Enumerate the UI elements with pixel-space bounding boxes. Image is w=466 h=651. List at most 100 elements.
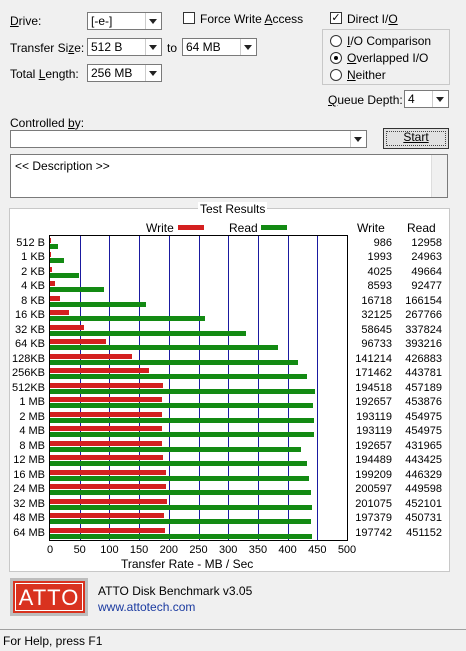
write-column-header: Write xyxy=(357,221,385,235)
read-value: 166154 xyxy=(405,294,442,307)
x-tick-label: 150 xyxy=(129,544,149,556)
write-value: 96733 xyxy=(361,338,392,351)
y-tick-label: 1 MB xyxy=(19,396,45,409)
x-tick-label: 200 xyxy=(159,544,178,556)
drive-select[interactable]: [-e-] xyxy=(87,12,162,30)
queue-depth-select[interactable]: 4 xyxy=(404,90,449,108)
write-value: 8593 xyxy=(367,280,392,293)
read-column-header: Read xyxy=(407,221,436,235)
read-bar xyxy=(50,446,301,452)
chevron-down-icon[interactable] xyxy=(145,39,161,55)
read-bar xyxy=(50,388,316,394)
read-bar xyxy=(50,301,147,307)
total-length-label: Total Length: xyxy=(10,67,79,81)
atto-logo-text: ATTO xyxy=(18,585,80,610)
read-value: 12958 xyxy=(411,237,442,249)
write-bar xyxy=(50,382,163,388)
x-tick-label: 100 xyxy=(100,544,119,556)
transfer-size-to-select[interactable]: 64 MB xyxy=(182,38,257,56)
read-bar xyxy=(50,287,104,293)
write-value: 197742 xyxy=(355,526,392,539)
grid-line xyxy=(287,236,289,540)
chevron-down-icon[interactable] xyxy=(145,13,161,29)
grid-line xyxy=(317,236,319,540)
grid-line xyxy=(198,236,200,540)
write-bar xyxy=(50,484,167,490)
read-value: 451152 xyxy=(406,526,442,539)
read-bar xyxy=(50,345,279,351)
y-tick-label: 8 MB xyxy=(19,439,45,452)
to-label: to xyxy=(167,41,178,55)
io-comparison-radio[interactable] xyxy=(330,35,342,47)
write-value: 194518 xyxy=(355,381,392,394)
chevron-down-icon[interactable] xyxy=(145,65,161,81)
force-write-access-checkbox[interactable] xyxy=(183,12,195,24)
write-value: 141214 xyxy=(355,352,392,365)
write-bar xyxy=(50,238,51,243)
read-bar xyxy=(50,417,314,423)
y-tick-label: 64 KB xyxy=(15,338,45,351)
write-value: 193119 xyxy=(356,425,392,438)
description-scrollbar[interactable] xyxy=(431,155,447,197)
x-tick-label: 400 xyxy=(278,544,297,556)
write-bar xyxy=(50,295,60,301)
read-value: 454975 xyxy=(405,425,442,438)
direct-io-checkbox[interactable]: ✓ xyxy=(330,12,342,24)
x-axis-title: Transfer Rate - MB / Sec xyxy=(121,557,254,571)
y-tick-label: 32 KB xyxy=(15,323,45,336)
read-bar xyxy=(50,432,314,438)
test-results-title: Test Results xyxy=(198,202,268,216)
read-legend-label: Read xyxy=(229,221,258,235)
chevron-down-icon[interactable] xyxy=(350,131,366,147)
read-value: 450731 xyxy=(405,512,442,525)
grid-line xyxy=(139,236,141,540)
write-legend-swatch xyxy=(178,225,204,230)
total-length-select[interactable]: 256 MB xyxy=(87,64,162,82)
atto-logo: ATTO xyxy=(10,578,88,616)
x-tick-label: 300 xyxy=(219,544,238,556)
x-tick-label: 250 xyxy=(189,544,208,556)
chevron-down-icon[interactable] xyxy=(432,91,448,107)
transfer-size-label: Transfer Size: xyxy=(10,41,85,55)
write-value: 193119 xyxy=(356,410,392,423)
force-write-access-label: Force Write Access xyxy=(200,12,304,26)
chevron-down-icon[interactable] xyxy=(240,39,256,55)
overlapped-io-radio[interactable] xyxy=(330,52,342,64)
write-value: 197379 xyxy=(355,512,392,525)
read-bar xyxy=(50,374,308,380)
read-value: 443781 xyxy=(405,367,442,380)
neither-radio[interactable] xyxy=(330,69,342,81)
read-bar xyxy=(50,504,313,510)
transfer-from-value: 512 B xyxy=(91,40,123,54)
description-box[interactable]: << Description >> xyxy=(10,154,448,198)
write-bar xyxy=(50,353,132,359)
write-value: 199209 xyxy=(355,468,392,481)
start-button[interactable]: Start xyxy=(383,128,449,149)
grid-line xyxy=(257,236,259,540)
write-value: 171462 xyxy=(355,367,392,380)
write-value: 4025 xyxy=(367,265,392,278)
status-bar-text: For Help, press F1 xyxy=(3,634,103,648)
y-tick-label: 64 MB xyxy=(13,526,45,539)
grid-line xyxy=(109,236,111,540)
write-bar xyxy=(50,281,55,287)
read-bar xyxy=(50,244,58,249)
transfer-size-from-select[interactable]: 512 B xyxy=(87,38,162,56)
controlled-by-select[interactable] xyxy=(10,130,367,148)
read-bar xyxy=(50,359,298,365)
y-tick-label: 2 KB xyxy=(21,265,45,278)
y-tick-label: 4 MB xyxy=(19,425,45,438)
read-legend-swatch xyxy=(261,225,287,230)
grid-line xyxy=(228,236,230,540)
y-tick-label: 512 B xyxy=(16,237,45,249)
y-tick-label: 128KB xyxy=(11,352,45,365)
x-tick-label: 450 xyxy=(308,544,327,556)
read-bar xyxy=(50,258,65,264)
y-tick-label: 12 MB xyxy=(13,454,45,467)
website-link[interactable]: www.attotech.com xyxy=(98,600,196,614)
write-value: 200597 xyxy=(355,483,392,496)
read-bar xyxy=(50,533,312,539)
y-tick-label: 8 KB xyxy=(21,294,45,307)
write-bar xyxy=(50,426,163,432)
write-value: 32125 xyxy=(361,309,392,322)
